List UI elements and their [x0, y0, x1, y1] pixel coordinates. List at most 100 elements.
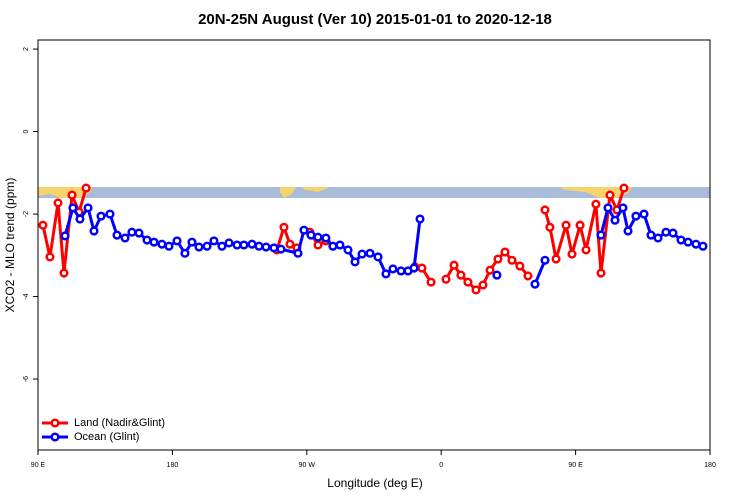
data-point: [299, 225, 309, 235]
land-patch: [38, 187, 92, 198]
data-point: [313, 240, 323, 250]
x-axis-label: Longitude (deg E): [327, 476, 422, 490]
data-point: [68, 203, 78, 213]
data-point: [232, 240, 242, 250]
data-point: [676, 235, 686, 245]
data-point: [631, 211, 641, 221]
plot-frame: [37, 39, 711, 451]
data-point: [357, 249, 367, 259]
data-point: [596, 230, 606, 240]
data-point: [623, 226, 633, 236]
data-point: [471, 285, 481, 295]
data-point: [38, 220, 48, 230]
data-point: [415, 214, 425, 224]
data-point: [343, 245, 353, 255]
data-point: [365, 248, 375, 258]
data-point: [202, 241, 212, 251]
y-tick-label: -2: [23, 211, 30, 217]
data-point: [646, 230, 656, 240]
data-point: [610, 215, 620, 225]
data-point: [426, 277, 436, 287]
data-point: [96, 211, 106, 221]
legend-label: Ocean (Glint): [74, 431, 139, 443]
chart-title: 20N-25N August (Ver 10) 2015-01-01 to 20…: [198, 11, 552, 28]
data-point: [313, 232, 323, 242]
data-point: [523, 271, 533, 281]
data-point: [653, 233, 663, 243]
data-point: [321, 233, 331, 243]
data-point: [112, 230, 122, 240]
data-point: [381, 269, 391, 279]
data-point: [350, 257, 360, 267]
data-point: [276, 244, 286, 254]
data-point: [81, 183, 91, 193]
x-tick-label: 90 E: [31, 462, 46, 469]
x-tick-label: 180: [167, 462, 179, 469]
data-point: [89, 226, 99, 236]
data-point: [639, 209, 649, 219]
data-point: [388, 264, 398, 274]
data-point: [492, 270, 502, 280]
y-tick-label: 0: [23, 130, 30, 134]
x-tick-label: 90 W: [299, 462, 316, 469]
data-point: [209, 236, 219, 246]
data-point: [217, 241, 227, 251]
data-point: [67, 190, 77, 200]
data-point: [456, 270, 466, 280]
x-tick-label: 90 E: [568, 462, 583, 469]
data-point: [164, 241, 174, 251]
data-point: [335, 240, 345, 250]
data-point: [581, 245, 591, 255]
data-point: [269, 243, 279, 253]
data-point: [172, 236, 182, 246]
data-point: [224, 238, 234, 248]
data-point: [142, 235, 152, 245]
data-point: [134, 228, 144, 238]
data-point: [596, 268, 606, 278]
data-point: [279, 222, 289, 232]
data-point: [127, 227, 137, 237]
data-point: [373, 252, 383, 262]
data-point: [157, 239, 167, 249]
y-axis-label: XCO2 - MLO trend (ppm): [3, 178, 17, 313]
data-point: [83, 203, 93, 213]
legend-label: Land (Nadir&Glint): [74, 417, 165, 429]
data-point: [53, 198, 63, 208]
data-point: [691, 239, 701, 249]
data-point: [59, 268, 69, 278]
data-point: [515, 261, 525, 271]
data-point: [603, 203, 613, 213]
data-point: [180, 248, 190, 258]
data-point: [698, 241, 708, 251]
legend-marker: [50, 432, 60, 442]
data-point: [239, 240, 249, 250]
data-point: [500, 247, 510, 257]
data-point: [591, 199, 601, 209]
data-point: [619, 183, 629, 193]
data-point: [683, 237, 693, 247]
data-point: [545, 222, 555, 232]
data-point: [60, 231, 70, 241]
data-point: [605, 190, 615, 200]
data-point: [668, 228, 678, 238]
data-point: [661, 227, 671, 237]
data-point: [561, 220, 571, 230]
data-point: [75, 214, 85, 224]
data-point: [45, 252, 55, 262]
data-point: [328, 241, 338, 251]
data-point: [575, 220, 585, 230]
data-point: [254, 241, 264, 251]
data-point: [540, 255, 550, 265]
data-point: [551, 254, 561, 264]
x-tick-label: 180: [704, 462, 716, 469]
land-patch: [280, 187, 296, 198]
data-point: [247, 239, 257, 249]
data-point: [396, 266, 406, 276]
data-point: [618, 203, 628, 213]
legend-marker: [50, 418, 60, 428]
data-point: [530, 279, 540, 289]
data-point: [567, 249, 577, 259]
data-point: [105, 209, 115, 219]
